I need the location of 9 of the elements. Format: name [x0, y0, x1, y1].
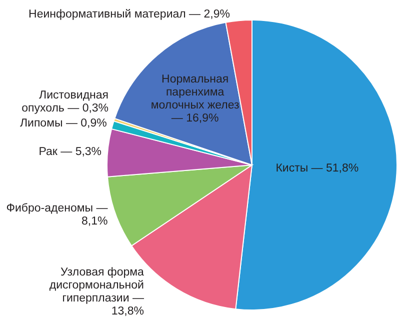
data-label: — 16,9%: [171, 112, 219, 125]
slice-label: Листовидная опухоль — 0,3%: [22, 89, 109, 114]
slice-label: Фибро-аденомы — 8,1%: [6, 202, 108, 228]
slice-label: Кисты — 51,8%: [276, 162, 359, 175]
slice-label: Липомы — 0,9%: [20, 117, 107, 130]
slice-label: Неинформативный материал — 2,9%: [28, 8, 230, 21]
slice-label: Нормальная паренхима молочных желез: [150, 74, 240, 112]
slice-label: Рак — 5,3%: [38, 146, 102, 158]
slice-label: Узловая форма дисгормональной гиперплазии — 13,8%: [49, 266, 145, 318]
